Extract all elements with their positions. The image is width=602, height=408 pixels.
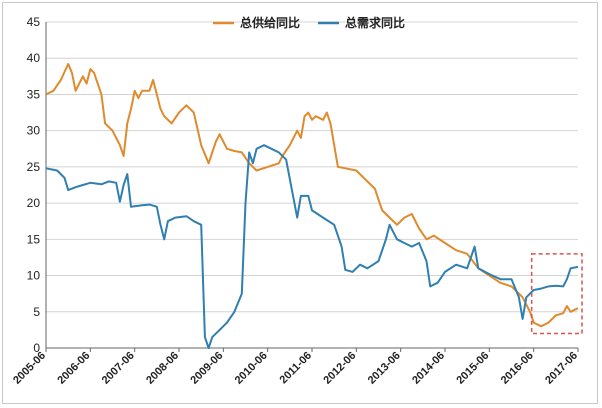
x-tick-label: 2014-06 — [410, 350, 447, 387]
y-tick-label: 15 — [27, 232, 41, 246]
y-tick-label: 35 — [27, 87, 41, 101]
x-axis-ticks: 2005-06 2006-06 2007-06 2008-06 2009-06 2010-… — [11, 348, 580, 387]
x-tick-label: 2015-06 — [454, 350, 491, 387]
legend: 总供给同比 总需求同比 — [213, 15, 405, 30]
legend-label-supply: 总供给同比 — [240, 15, 300, 30]
x-tick-label: 2005-06 — [11, 350, 48, 387]
series-lines — [45, 63, 579, 349]
series-line-0 — [45, 63, 579, 328]
y-tick-label: 5 — [33, 305, 40, 319]
y-axis-ticks: 0 5 10 15 20 25 30 35 40 45 — [27, 15, 41, 355]
y-tick-label: 20 — [27, 196, 41, 210]
y-tick-label: 0 — [33, 341, 40, 355]
highlight-box — [530, 253, 583, 335]
x-tick-label: 2010-06 — [233, 350, 270, 387]
x-tick-label: 2008-06 — [144, 350, 181, 387]
y-tick-label: 25 — [27, 160, 41, 174]
x-tick-label: 2011-06 — [278, 350, 315, 387]
x-tick-label: 2013-06 — [366, 350, 403, 387]
x-tick-label: 2017-06 — [543, 350, 580, 387]
series-line-1 — [45, 144, 579, 349]
x-tick-label: 2009-06 — [188, 350, 225, 387]
legend-label-demand: 总需求同比 — [345, 15, 405, 30]
x-tick-label: 2012-06 — [321, 350, 358, 387]
y-tick-label: 10 — [27, 269, 41, 283]
grid-lines — [46, 21, 578, 349]
x-tick-label: 2016-06 — [499, 350, 536, 387]
y-tick-label: 30 — [27, 124, 41, 138]
x-tick-label: 2006-06 — [55, 350, 92, 387]
annotation-layer — [530, 253, 583, 335]
y-tick-label: 45 — [27, 15, 41, 29]
axes — [45, 22, 578, 349]
y-tick-label: 40 — [27, 51, 41, 65]
x-tick-label: 2007-06 — [100, 350, 137, 387]
